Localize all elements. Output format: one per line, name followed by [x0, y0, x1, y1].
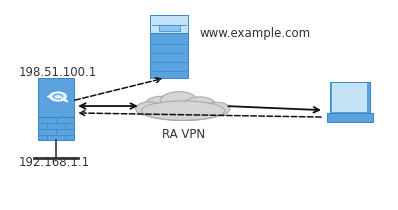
Text: 198.51.100.1: 198.51.100.1: [19, 66, 97, 79]
FancyBboxPatch shape: [332, 83, 367, 112]
Ellipse shape: [145, 96, 178, 114]
Ellipse shape: [205, 102, 230, 116]
FancyBboxPatch shape: [159, 25, 179, 31]
Text: RA VPN: RA VPN: [162, 128, 205, 141]
FancyBboxPatch shape: [327, 113, 373, 122]
Ellipse shape: [142, 102, 225, 119]
FancyBboxPatch shape: [150, 15, 188, 33]
Ellipse shape: [142, 101, 225, 121]
Ellipse shape: [160, 92, 198, 111]
Circle shape: [50, 92, 66, 101]
FancyBboxPatch shape: [38, 78, 74, 117]
Text: www.example.com: www.example.com: [199, 26, 310, 39]
FancyBboxPatch shape: [38, 117, 74, 140]
Ellipse shape: [184, 97, 216, 113]
FancyBboxPatch shape: [150, 33, 188, 78]
FancyBboxPatch shape: [330, 82, 370, 113]
Ellipse shape: [136, 102, 162, 116]
Text: 192.168.1.1: 192.168.1.1: [19, 156, 90, 169]
